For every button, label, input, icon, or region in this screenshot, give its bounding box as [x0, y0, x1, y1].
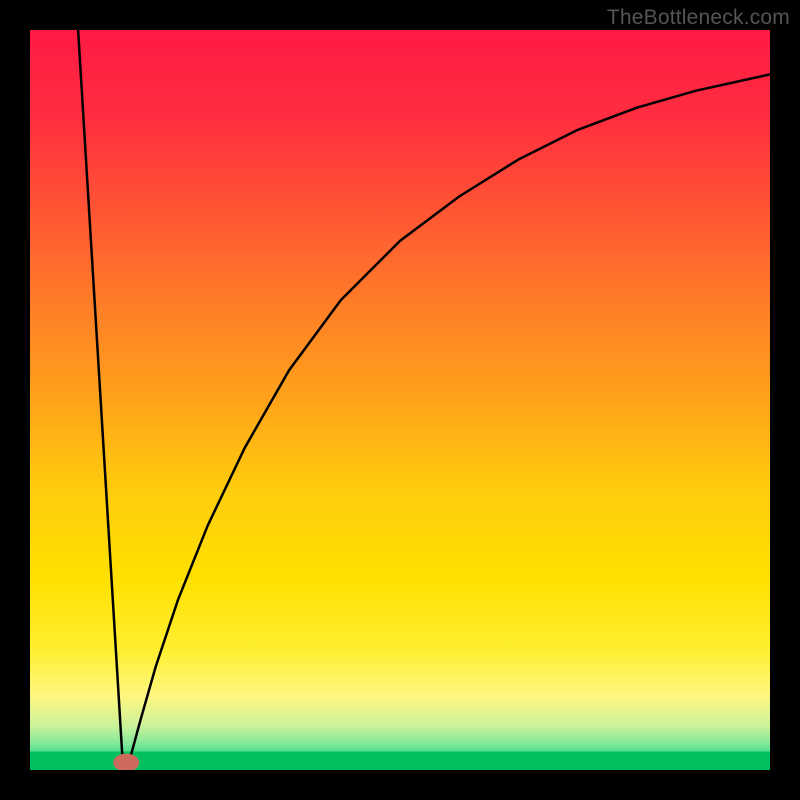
- plot-area: [30, 30, 770, 770]
- watermark-text: TheBottleneck.com: [607, 6, 790, 30]
- chart-frame: TheBottleneck.com: [0, 0, 800, 800]
- chart-svg: [30, 30, 770, 770]
- green-band: [30, 752, 770, 771]
- gradient-background: [30, 30, 770, 770]
